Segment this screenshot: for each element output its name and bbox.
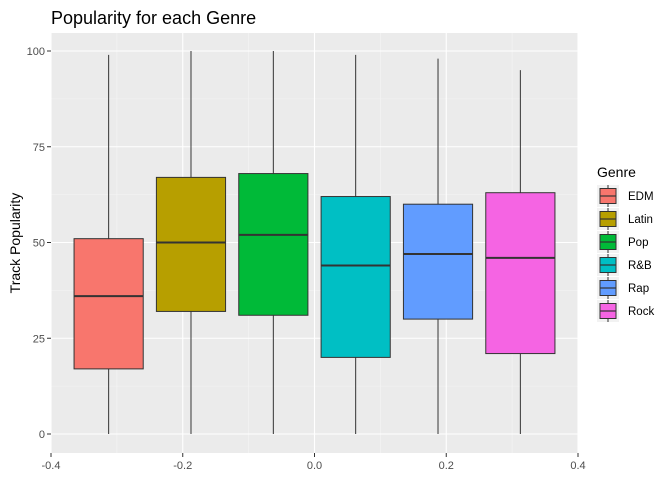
legend-label: Rap	[628, 283, 649, 295]
box-rect	[320, 196, 391, 358]
chart-title: Popularity for each Genre	[51, 8, 256, 28]
x-tick-label: -0.2	[173, 460, 192, 472]
legend-item: R&B	[597, 254, 652, 276]
legend-item: Pop	[597, 231, 648, 253]
legend: Genre EDM Latin Pop R&B Rap Rock	[597, 164, 654, 322]
legend-items: EDM Latin Pop R&B Rap Rock	[597, 185, 654, 322]
box-rb	[320, 54, 391, 434]
box-rect	[155, 176, 227, 312]
legend-label: Latin	[628, 214, 653, 226]
legend-label: Pop	[628, 237, 648, 249]
box-rock	[485, 70, 556, 434]
legend-item: Rock	[597, 300, 654, 322]
legend-label: Rock	[628, 306, 654, 318]
x-tick-label: 0.2	[439, 460, 454, 472]
x-tick-label: 0.0	[307, 460, 322, 472]
y-tick-label: 0	[39, 429, 45, 441]
box-edm	[73, 54, 144, 434]
box-latin	[155, 51, 227, 434]
x-tick-label: 0.4	[570, 460, 585, 472]
legend-title: Genre	[597, 164, 636, 180]
axes: 0 25 50 75 100 -0.4 -0.2 0.0 0.2 0.4	[27, 46, 586, 472]
box-rect	[73, 238, 144, 370]
y-tick-label: 50	[33, 238, 45, 250]
box-rect	[485, 192, 556, 355]
legend-item: Rap	[597, 277, 649, 299]
y-tick-label: 25	[33, 333, 45, 345]
x-tick-label: -0.4	[42, 460, 61, 472]
box-rect	[402, 203, 474, 320]
legend-item: EDM	[597, 185, 654, 207]
boxes	[73, 51, 556, 434]
box-rect	[238, 173, 309, 316]
legend-label: EDM	[628, 191, 654, 203]
legend-item: Latin	[597, 208, 653, 230]
legend-label: R&B	[628, 260, 652, 272]
y-axis-label: Track Popularity	[7, 193, 23, 294]
box-rap	[402, 58, 474, 434]
y-tick-label: 75	[33, 142, 45, 154]
box-pop	[238, 51, 309, 434]
y-tick-label: 100	[27, 46, 45, 58]
